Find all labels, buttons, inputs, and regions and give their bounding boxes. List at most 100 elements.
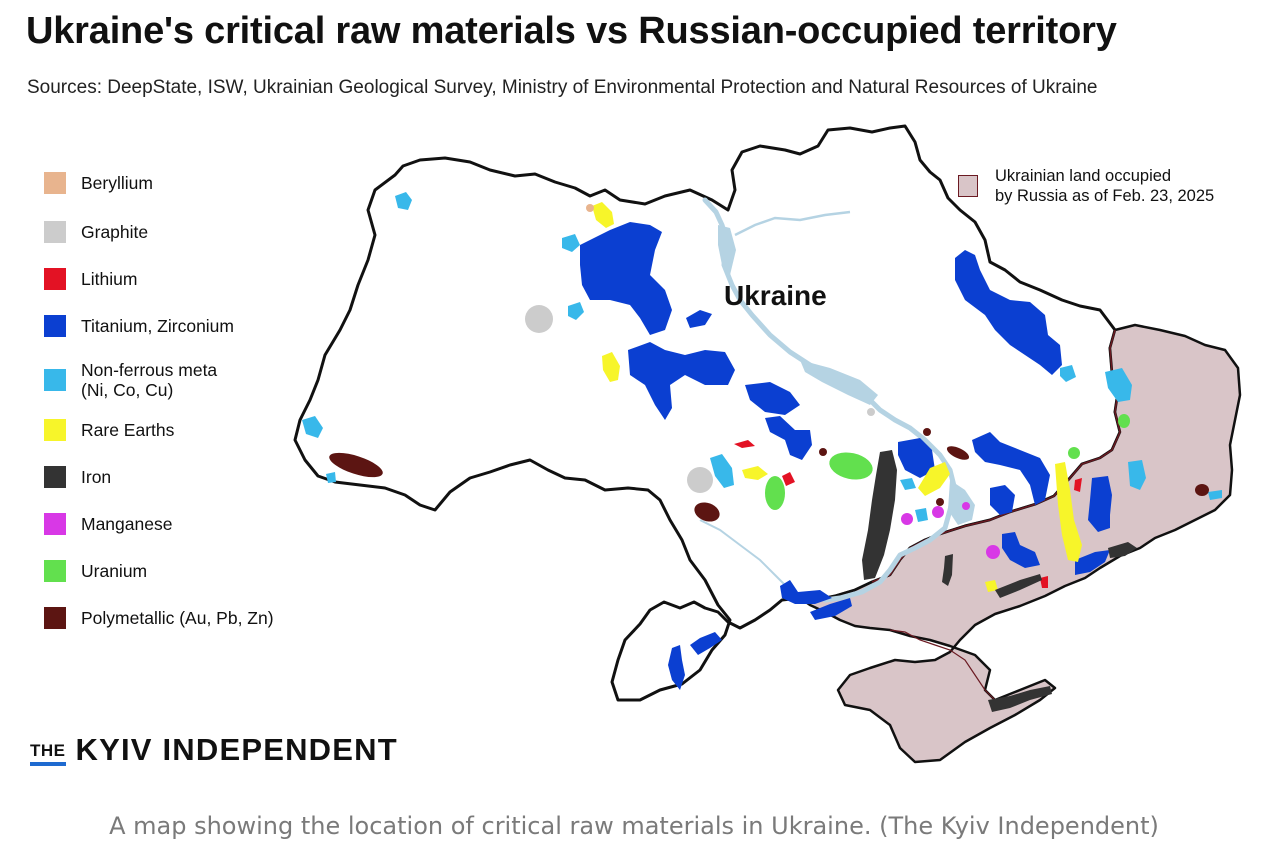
legend-label: Manganese [81, 514, 173, 534]
deposit-titanium [1075, 550, 1110, 575]
deposit-lithium [782, 472, 795, 486]
map-sources: Sources: DeepState, ISW, Ukrainian Geolo… [27, 77, 1098, 98]
deposit-uranium [829, 452, 873, 480]
desna-river [734, 210, 851, 237]
occupied-label-line1: Ukrainian land occupied [995, 167, 1172, 185]
deposit-iron [1108, 542, 1137, 558]
legend-item-rare-earths: Rare Earths [44, 419, 174, 441]
southern-bug-river [699, 519, 791, 591]
legend-label: Graphite [81, 222, 149, 242]
legend-label: Beryllium [81, 173, 153, 193]
deposit-titanium [765, 416, 812, 460]
deposit-titanium [686, 310, 712, 328]
legend-label: Non-ferrous meta (Ni, Co, Cu) [81, 360, 217, 400]
image-caption: A map showing the location of critical r… [109, 812, 1159, 840]
deposit-rare-earths [985, 580, 998, 592]
kyiv-reservoir [718, 225, 736, 275]
legend-swatch [44, 268, 66, 290]
deposit-non-ferrous [1060, 365, 1076, 382]
deposit-beryllium [586, 204, 594, 212]
uranium-deposits [765, 414, 1130, 510]
deposit-titanium [990, 485, 1015, 515]
crimea-boundary-line [889, 629, 996, 701]
graphite-deposits [525, 305, 875, 493]
deposit-graphite [867, 408, 875, 416]
deposit-titanium [1088, 476, 1112, 532]
legend-label: Titanium, Zirconium [81, 316, 234, 336]
iron-deposits [862, 450, 1137, 712]
deposit-titanium [972, 432, 1050, 505]
polymetallic-deposits [329, 428, 1209, 522]
deposit-rare-earths [1055, 462, 1082, 562]
dnipro-river [702, 197, 958, 603]
deposit-lithium [1040, 576, 1048, 588]
deposit-polymetallic [329, 452, 383, 478]
deposit-non-ferrous [1208, 490, 1222, 500]
deposit-rare-earths [602, 352, 620, 382]
legend-label: Uranium [81, 561, 148, 581]
legend-swatch [44, 419, 66, 441]
country-label: Ukraine [724, 280, 827, 311]
deposit-titanium [668, 645, 685, 690]
legend-item-beryllium: Beryllium [44, 172, 153, 194]
deposit-rare-earths [918, 462, 950, 496]
deposit-manganese [962, 502, 970, 510]
deposit-non-ferrous [1128, 460, 1146, 490]
legend-label-sub: (Ni, Co, Cu) [81, 380, 174, 400]
rare-earth-deposits [592, 202, 1082, 592]
deposit-lithium [734, 440, 755, 448]
deposit-uranium [1118, 414, 1130, 428]
logo-the: THE [30, 742, 66, 766]
titanium-zirconium-deposits [580, 222, 1112, 690]
deposit-rare-earths [592, 202, 614, 228]
legend-label: Lithium [81, 269, 138, 289]
deposit-polymetallic [694, 502, 720, 522]
deposit-titanium [810, 598, 852, 620]
deposit-titanium [955, 250, 1062, 375]
legend-swatch [44, 560, 66, 582]
legend-item-manganese: Manganese [44, 513, 172, 535]
legend-label: Polymetallic (Au, Pb, Zn) [81, 608, 274, 628]
dniester-river [440, 500, 705, 605]
deposit-titanium [1002, 532, 1040, 568]
deposit-manganese [932, 506, 944, 518]
deposit-uranium [765, 476, 785, 510]
legend-item-lithium: Lithium [44, 268, 137, 290]
deposit-non-ferrous [1105, 368, 1132, 402]
legend-swatch [44, 513, 66, 535]
deposit-graphite [687, 467, 713, 493]
kremenchuk-reservoir [800, 360, 878, 405]
occupied-legend: Ukrainian land occupied by Russia as of … [958, 166, 1214, 206]
deposit-titanium [745, 382, 800, 415]
legend-swatch [44, 172, 66, 194]
legend-swatch [44, 369, 66, 391]
occupied-label: Ukrainian land occupied by Russia as of … [995, 166, 1214, 206]
deposit-titanium [580, 222, 672, 335]
deposit-polymetallic [946, 446, 970, 460]
deposit-non-ferrous [562, 234, 580, 252]
legend-label: Rare Earths [81, 420, 175, 440]
legend-label-main: Non-ferrous meta [81, 360, 218, 380]
kakhovka-reservoir [948, 480, 975, 525]
legend-label: Iron [81, 467, 112, 487]
deposit-non-ferrous [915, 508, 928, 522]
deposit-titanium [898, 438, 935, 478]
deposit-titanium [690, 632, 722, 655]
legend-item-uranium: Uranium [44, 560, 147, 582]
non-ferrous-deposits [302, 192, 1222, 522]
deposit-non-ferrous [326, 472, 336, 483]
deposit-non-ferrous [395, 192, 412, 210]
legend-swatch [44, 315, 66, 337]
deposit-polymetallic [923, 428, 931, 436]
lithium-deposits [734, 440, 1082, 588]
legend-item-iron: Iron [44, 466, 111, 488]
legend-item-non-ferrous: Non-ferrous meta (Ni, Co, Cu) [44, 360, 217, 400]
legend-item-graphite: Graphite [44, 221, 148, 243]
legend-swatch [44, 607, 66, 629]
deposit-manganese [901, 513, 913, 525]
deposit-titanium [780, 580, 832, 604]
legend-item-polymetallic: Polymetallic (Au, Pb, Zn) [44, 607, 274, 629]
deposit-rare-earths [742, 466, 768, 480]
legend-swatch [44, 221, 66, 243]
